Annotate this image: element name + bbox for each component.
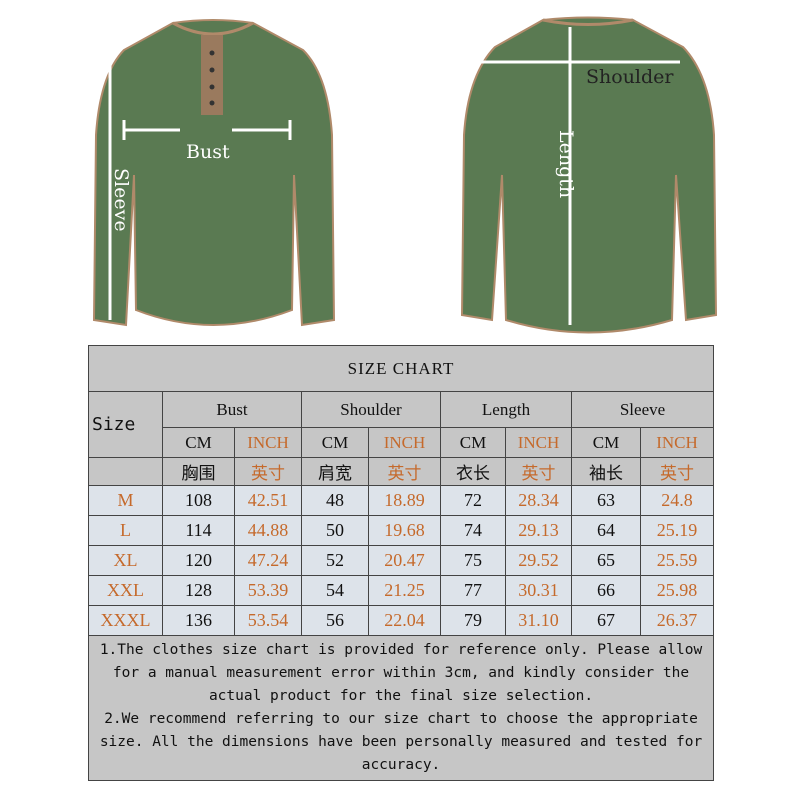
group-shoulder: Shoulder [301,391,441,428]
group-sleeve: Sleeve [570,391,715,428]
inch-value-cell: 31.10 [505,605,572,636]
cm-value-cell: 128 [162,575,235,606]
inch-value-cell: 53.39 [234,575,302,606]
inch-value-cell: 25.19 [639,515,715,546]
inch-value-cell: 20.47 [368,545,441,576]
unit-zh: 袖长 [571,457,641,486]
note-1: 1.The clothes size chart is provided for… [99,642,703,704]
unit-zh: 英寸 [505,457,572,486]
inch-value-cell: 47.24 [234,545,302,576]
unit-zh: 英寸 [368,457,441,486]
inch-value-cell: 18.89 [368,485,441,516]
unit-inch: INCH [368,427,441,458]
inch-value-cell: 22.04 [368,605,441,636]
cm-value-cell: 120 [162,545,235,576]
inch-value-cell: 25.98 [639,575,715,606]
inch-value-cell: 21.25 [368,575,441,606]
front-shirt-image [92,19,336,327]
inch-value-cell: 24.8 [639,485,715,516]
inch-value-cell: 42.51 [234,485,302,516]
cm-value-cell: 67 [571,605,641,636]
table-row: XL 120 47.24 52 20.47 75 29.52 65 25.59 [88,545,715,576]
group-bust: Bust [162,391,302,428]
table-row: M 108 42.51 48 18.89 72 28.34 63 24.8 [88,485,715,516]
group-length: Length [440,391,572,428]
unit-zh: 胸围 [162,457,235,486]
size-cell: XXXL [88,605,163,636]
unit-cm: CM [571,427,641,458]
inch-value-cell: 53.54 [234,605,302,636]
cm-value-cell: 56 [301,605,369,636]
inch-value-cell: 44.88 [234,515,302,546]
unit-inch: INCH [505,427,572,458]
size-chart-table: SIZE CHART Size Bust Shoulder Length Sle… [87,345,715,781]
cm-value-cell: 72 [440,485,506,516]
size-cell: M [88,485,163,516]
inch-value-cell: 30.31 [505,575,572,606]
cm-value-cell: 48 [301,485,369,516]
back-shirt-image [460,16,718,334]
cm-value-cell: 75 [440,545,506,576]
cm-value-cell: 65 [571,545,641,576]
note-2: 2.We recommend referring to our size cha… [99,711,703,773]
shoulder-label: Shoulder [586,66,674,88]
inch-value-cell: 29.13 [505,515,572,546]
inch-value-cell: 19.68 [368,515,441,546]
table-row: XXL 128 53.39 54 21.25 77 30.31 66 25.98 [88,575,715,606]
cm-value-cell: 64 [571,515,641,546]
cm-value-cell: 136 [162,605,235,636]
cm-value-cell: 77 [440,575,506,606]
unit-cm: CM [440,427,506,458]
cm-value-cell: 54 [301,575,369,606]
unit-cm: CM [162,427,235,458]
unit-inch: INCH [234,427,302,458]
cm-value-cell: 66 [571,575,641,606]
table-row: XXXL 136 53.54 56 22.04 79 31.10 67 26.37 [88,605,715,636]
cm-value-cell: 63 [571,485,641,516]
inch-value-cell: 29.52 [505,545,572,576]
empty-cell [88,457,163,486]
inch-value-cell: 25.59 [639,545,715,576]
table-row: L 114 44.88 50 19.68 74 29.13 64 25.19 [88,515,715,546]
bust-label: Bust [186,141,230,163]
cm-value-cell: 74 [440,515,506,546]
table-title: SIZE CHART [87,345,715,392]
unit-zh: 英寸 [639,457,715,486]
cm-value-cell: 114 [162,515,235,546]
length-label: Length [555,130,577,199]
inch-value-cell: 28.34 [505,485,572,516]
cm-value-cell: 50 [301,515,369,546]
unit-zh: 肩宽 [301,457,369,486]
cm-value-cell: 108 [162,485,235,516]
unit-zh: 衣长 [440,457,506,486]
size-cell: XL [88,545,163,576]
sleeve-label: Sleeve [110,168,132,232]
unit-zh: 英寸 [234,457,302,486]
cm-value-cell: 79 [440,605,506,636]
inch-value-cell: 26.37 [639,605,715,636]
notes: 1.The clothes size chart is provided for… [87,635,715,781]
size-header: Size [88,391,163,458]
unit-cm: CM [301,427,369,458]
unit-inch: INCH [639,427,715,458]
size-cell: XXL [88,575,163,606]
size-cell: L [88,515,163,546]
cm-value-cell: 52 [301,545,369,576]
